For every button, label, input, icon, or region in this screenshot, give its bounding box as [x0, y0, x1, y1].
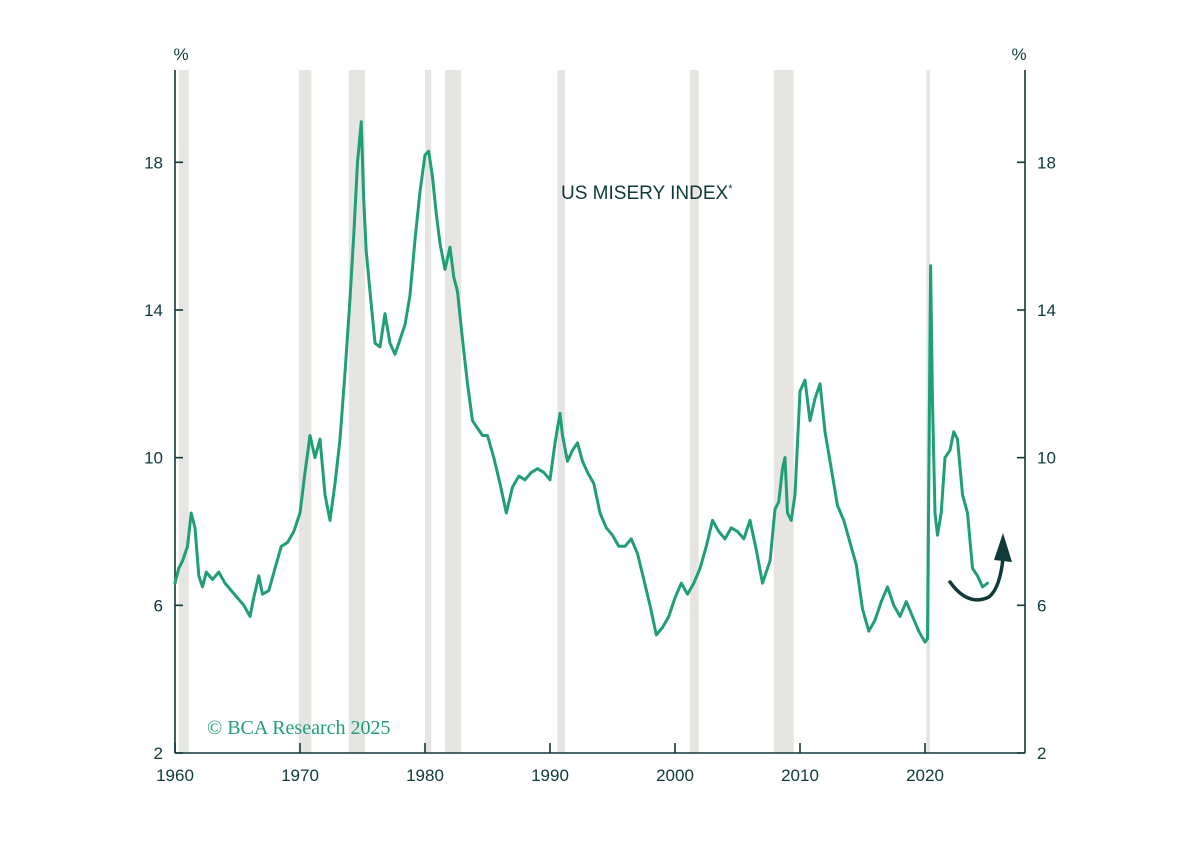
upturn-arrow-head — [994, 533, 1012, 562]
right-y-tick-label-10: 10 — [1037, 449, 1056, 468]
left-y-tick-label-2: 2 — [154, 744, 163, 763]
recession-band-7 — [773, 70, 794, 753]
recession-band-3 — [425, 70, 432, 753]
right-y-tick-label-6: 6 — [1037, 596, 1046, 615]
x-tick-label-1980: 1980 — [406, 766, 444, 785]
misery-index-line — [173, 120, 989, 644]
left-y-tick-label-18: 18 — [144, 153, 163, 172]
upturn-arrow-shaft — [948, 556, 1005, 602]
recession-band-6 — [690, 70, 699, 753]
recession-band-4 — [445, 70, 462, 753]
left-unit-label: % — [173, 45, 188, 64]
recession-bands — [178, 70, 930, 753]
recession-band-1 — [298, 70, 312, 753]
upturn-arrow — [948, 533, 1012, 602]
x-tick-label-1970: 1970 — [281, 766, 319, 785]
left-y-tick-label-10: 10 — [144, 449, 163, 468]
left-y-tick-label-6: 6 — [154, 596, 163, 615]
left-y-tick-label-14: 14 — [144, 301, 163, 320]
x-ticks: 1960 1970 1980 1990 2000 2010 2020 — [156, 743, 944, 785]
x-tick-label-1960: 1960 — [156, 766, 194, 785]
chart-title: US MISERY INDEX* — [561, 183, 733, 204]
recession-band-5 — [557, 70, 565, 753]
chart-title-marker: * — [728, 183, 733, 195]
x-tick-label-1990: 1990 — [531, 766, 569, 785]
x-tick-label-2000: 2000 — [656, 766, 694, 785]
right-y-tick-label-18: 18 — [1037, 153, 1056, 172]
recession-band-0 — [178, 70, 189, 753]
y-ticks: 2 2 6 6 10 10 14 14 18 18 — [144, 153, 1056, 763]
credit: © BCA Research 2025 — [207, 717, 391, 739]
right-y-tick-label-14: 14 — [1037, 301, 1056, 320]
x-tick-label-2010: 2010 — [781, 766, 819, 785]
right-unit-label: % — [1011, 45, 1026, 64]
right-y-tick-label-2: 2 — [1037, 744, 1046, 763]
x-tick-label-2020: 2020 — [906, 766, 944, 785]
chart-title-text: US MISERY INDEX — [561, 183, 729, 204]
